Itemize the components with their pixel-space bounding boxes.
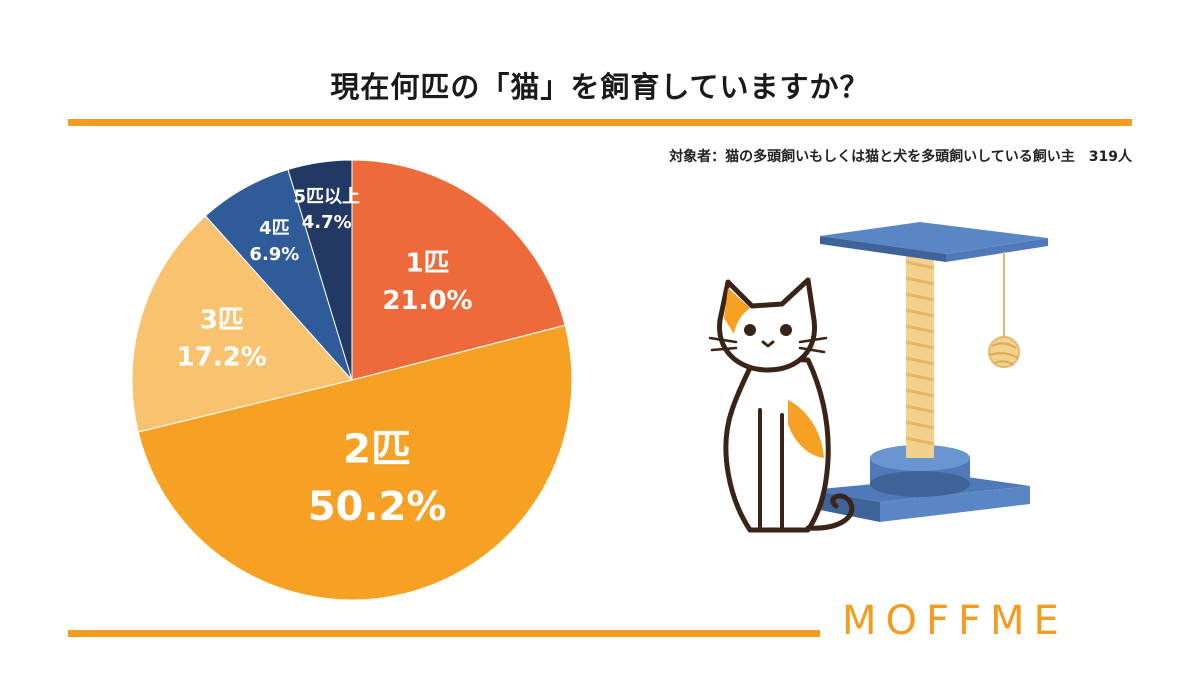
- pie-slice-2: [137, 324, 573, 601]
- pie-chart: 1匹 21.0% 2匹 50.2% 3匹 17.2% 4匹 6.9% 5匹以上 4.7%: [131, 159, 573, 601]
- slice-category-label: 5匹以上: [293, 186, 360, 207]
- chart-title: 現在何匹の「猫」を飼育していますか？: [330, 70, 870, 104]
- slice-value-label: 21.0%: [382, 286, 472, 316]
- cat-illustration: [708, 222, 1048, 533]
- title-underline: [68, 119, 1132, 126]
- yarn-ball-icon: [988, 336, 1020, 368]
- pie-slice-1: [351, 159, 566, 381]
- slice-category-label: 1匹: [405, 248, 449, 278]
- slice-value-label: 50.2%: [308, 484, 447, 530]
- slice-value-label: 6.9%: [249, 244, 299, 265]
- slice-category-label: 4匹: [259, 218, 290, 239]
- cat-tree-icon: [810, 222, 1048, 522]
- brand-logo: MOFFME: [842, 598, 1068, 644]
- slice-value-label: 4.7%: [302, 212, 352, 233]
- slice-category-label: 3匹: [200, 305, 244, 335]
- slice-value-label: 17.2%: [177, 343, 267, 373]
- slice-category-label: 2匹: [343, 427, 411, 473]
- footer-rule: [68, 630, 820, 637]
- survey-subject-note: 対象者：猫の多頭飼いもしくは猫と犬を多頭飼いしている飼い主 319人: [669, 149, 1132, 165]
- pie-slice-3: [131, 215, 353, 433]
- cat-icon: [708, 277, 855, 533]
- pie-slice-5: [287, 159, 353, 381]
